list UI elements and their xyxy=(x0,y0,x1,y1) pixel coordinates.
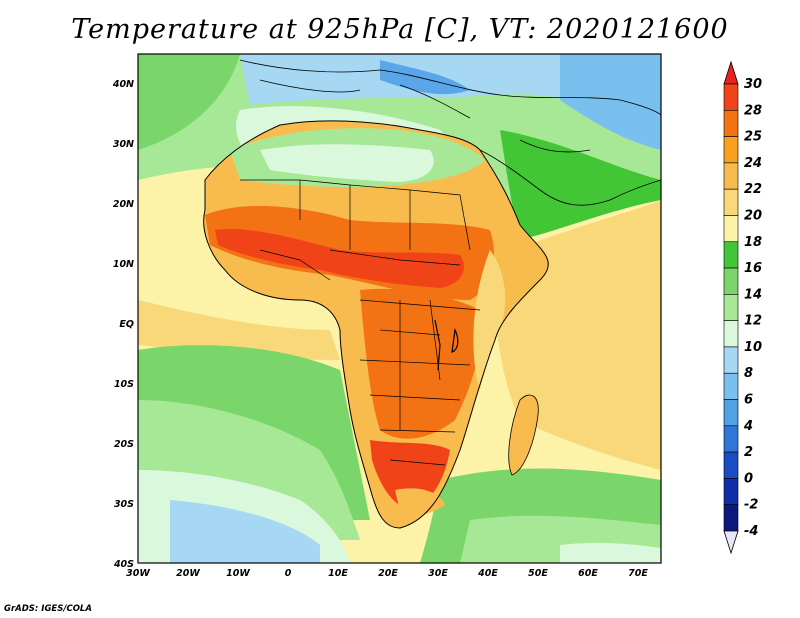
colorbar-label: 12 xyxy=(744,314,762,329)
lon-label-70e: 70E xyxy=(628,568,648,579)
colorbar-label: 20 xyxy=(744,208,762,223)
lat-label-40s: 40S xyxy=(113,559,134,570)
colorbar-label: 28 xyxy=(744,103,762,118)
lon-label-40e: 40E xyxy=(477,568,498,579)
colorbar-segment xyxy=(723,346,739,374)
lon-label-30w: 30W xyxy=(126,568,150,579)
south-indian-cool xyxy=(560,542,661,563)
colorbar-label: 16 xyxy=(744,261,762,276)
colorbar-label: 24 xyxy=(744,156,762,171)
colorbar-segment xyxy=(723,136,739,164)
north-atlantic-green xyxy=(138,54,240,150)
colorbar-segment xyxy=(723,109,739,137)
colorbar-segment xyxy=(723,83,739,111)
footer-credit: GrADS: IGES/COLA xyxy=(4,604,92,614)
east-africa-highlands xyxy=(473,250,506,390)
colorbar-label: 30 xyxy=(744,77,762,92)
colorbar-segment xyxy=(723,478,739,506)
sahel-hottest xyxy=(215,229,464,288)
colorbar-label: 8 xyxy=(744,366,753,381)
latitude-axis: 40N 30N 20N 10N EQ 10S 20S 30S 40S xyxy=(112,79,134,570)
sahara-pale xyxy=(260,144,434,182)
colorbar-top-arrow xyxy=(723,60,739,85)
colorbar-label: 22 xyxy=(744,182,762,197)
lat-label-10n: 10N xyxy=(113,259,134,270)
colorbar-label: -2 xyxy=(744,498,758,513)
colorbar-segment xyxy=(723,162,739,190)
lon-label-30e: 30E xyxy=(428,568,448,579)
colorbar-label: 4 xyxy=(743,419,753,434)
arabia-coastline xyxy=(479,139,661,206)
colorbar-label: 2 xyxy=(744,445,753,460)
lon-label-60e: 60E xyxy=(578,568,598,579)
colorbar-segment xyxy=(723,372,739,400)
arabia-green xyxy=(500,130,661,240)
colorbar-segment xyxy=(723,504,739,532)
lat-label-20n: 20N xyxy=(113,199,134,210)
central-africa-hot xyxy=(360,288,481,439)
colorbar-label: 25 xyxy=(744,130,762,145)
longitude-axis: 30W 20W 10W 0 10E 20E 30E 40E 50E 60E 70… xyxy=(126,568,648,579)
south-atlantic-cold xyxy=(170,500,320,563)
lon-label-10e: 10E xyxy=(328,568,348,579)
lat-label-30s: 30S xyxy=(114,499,134,510)
colorbar-label: 10 xyxy=(744,340,762,355)
atlantic-warm-region xyxy=(138,300,340,360)
lat-label-10s: 10S xyxy=(114,379,134,390)
map-title: Temperature at 925hPa [C], VT: 202012160… xyxy=(71,14,729,45)
colorbar-bottom-arrow xyxy=(723,530,739,555)
great-lakes xyxy=(434,319,459,371)
lat-label-eq: EQ xyxy=(119,319,134,330)
southern-africa-plateau xyxy=(395,488,445,516)
colorbar-label: -4 xyxy=(744,524,758,539)
colorbar-segment xyxy=(723,425,739,453)
colorbar-segment xyxy=(723,215,739,243)
map-frame xyxy=(137,53,662,564)
asia-cold-region xyxy=(560,54,661,150)
colorbar-segment xyxy=(723,320,739,348)
map-plot-area xyxy=(138,54,661,563)
colorbar-label: 6 xyxy=(744,393,753,408)
europe-coastline xyxy=(239,59,661,119)
madagascar xyxy=(508,394,539,476)
colorbar-label: 0 xyxy=(744,471,753,486)
lon-label-50e: 50E xyxy=(528,568,548,579)
lat-label-30n: 30N xyxy=(113,139,134,150)
colorbar-segment xyxy=(723,267,739,295)
colorbar-label: 14 xyxy=(744,287,762,302)
colorbar-segment xyxy=(723,188,739,216)
colorbar-segment xyxy=(723,399,739,427)
country-borders xyxy=(240,179,481,466)
colorbar-segment xyxy=(723,241,739,269)
lon-label-20e: 20E xyxy=(378,568,398,579)
lon-label-10w: 10W xyxy=(226,568,250,579)
colorbar-segment xyxy=(723,294,739,321)
colorbar-segment xyxy=(723,451,739,479)
lon-label-0: 0 xyxy=(285,568,292,579)
colorbar-label: 18 xyxy=(744,235,762,250)
lon-label-20w: 20W xyxy=(176,568,200,579)
lat-label-20s: 20S xyxy=(114,439,134,450)
africa-coastline xyxy=(203,120,549,529)
lat-label-40n: 40N xyxy=(112,79,134,90)
